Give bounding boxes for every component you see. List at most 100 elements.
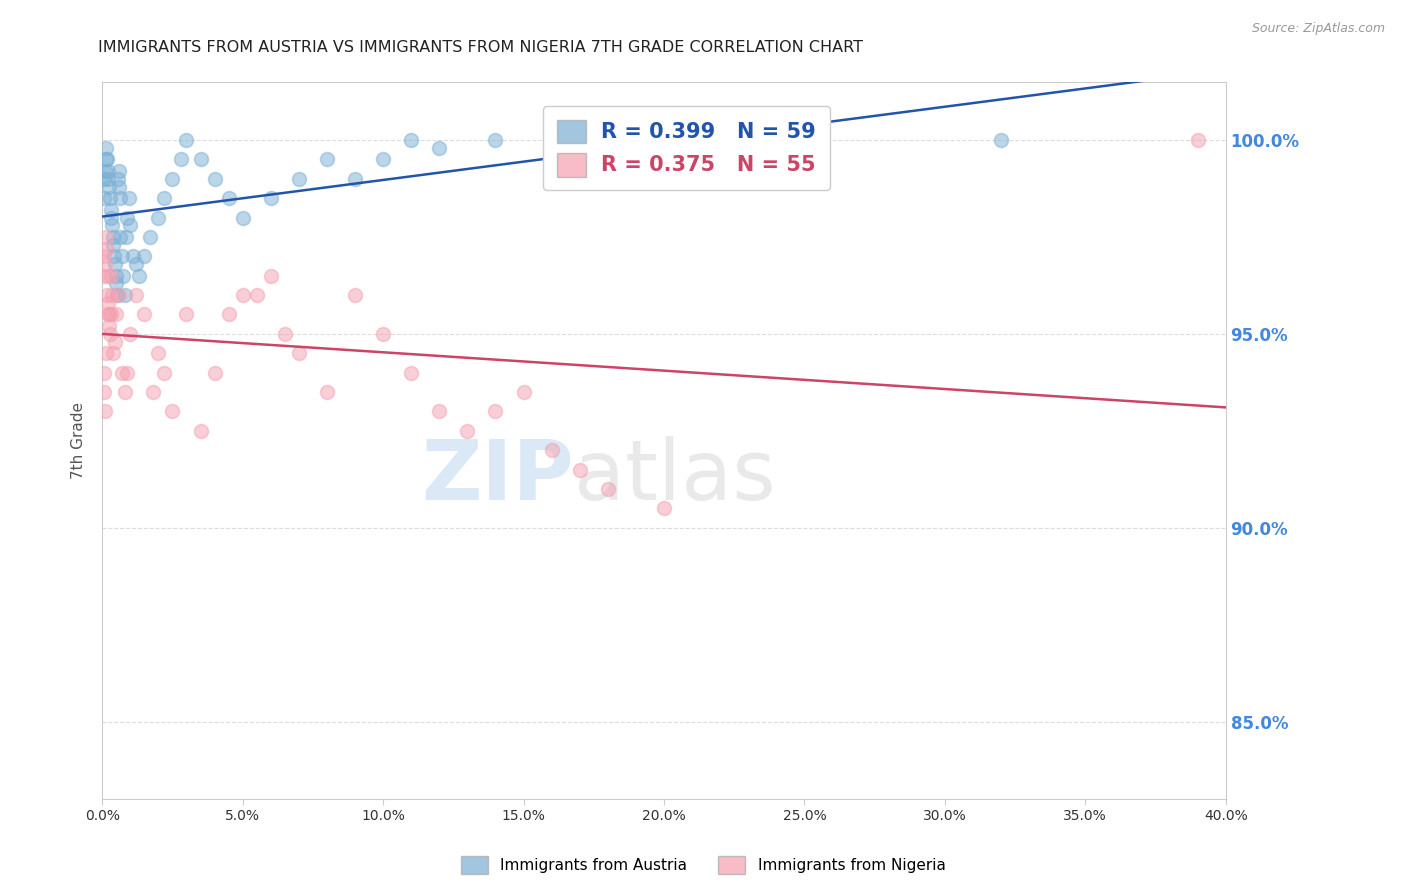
- Point: [94, 164, 117, 178]
- Point: [100, 308, 122, 322]
- Point: [98, 326, 121, 341]
- Point: [343, 171, 366, 186]
- Point: [94, 257, 117, 271]
- Point: [96, 346, 118, 360]
- Point: [484, 404, 506, 418]
- Point: [134, 308, 156, 322]
- Point: [371, 326, 394, 341]
- Point: [94, 242, 117, 256]
- Text: ZIP: ZIP: [422, 436, 574, 516]
- Point: [98, 308, 121, 322]
- Point: [274, 326, 297, 341]
- Point: [115, 230, 138, 244]
- Point: [110, 230, 132, 244]
- Point: [120, 326, 142, 341]
- Point: [596, 133, 619, 147]
- Point: [399, 366, 422, 380]
- Point: [100, 202, 122, 217]
- Point: [98, 319, 121, 334]
- Point: [540, 153, 562, 167]
- Point: [288, 171, 311, 186]
- Text: IMMIGRANTS FROM AUSTRIA VS IMMIGRANTS FROM NIGERIA 7TH GRADE CORRELATION CHART: IMMIGRANTS FROM AUSTRIA VS IMMIGRANTS FR…: [98, 40, 863, 55]
- Point: [96, 141, 118, 155]
- Point: [104, 268, 127, 283]
- Text: Source: ZipAtlas.com: Source: ZipAtlas.com: [1251, 22, 1385, 36]
- Point: [104, 257, 127, 271]
- Point: [990, 133, 1012, 147]
- Point: [97, 268, 120, 283]
- Point: [120, 219, 142, 233]
- Point: [93, 366, 115, 380]
- Point: [162, 404, 184, 418]
- Point: [512, 384, 534, 399]
- Point: [96, 153, 118, 167]
- Point: [153, 366, 176, 380]
- Point: [98, 191, 121, 205]
- Point: [98, 179, 121, 194]
- Point: [117, 211, 139, 225]
- Point: [456, 424, 478, 438]
- Point: [111, 366, 134, 380]
- Point: [125, 288, 148, 302]
- Point: [652, 133, 675, 147]
- Point: [93, 191, 115, 205]
- Legend: R = 0.399   N = 59, R = 0.375   N = 55: R = 0.399 N = 59, R = 0.375 N = 55: [543, 106, 830, 190]
- Point: [101, 219, 124, 233]
- Point: [246, 288, 269, 302]
- Point: [112, 268, 135, 283]
- Text: atlas: atlas: [574, 436, 776, 516]
- Point: [93, 249, 115, 263]
- Point: [176, 308, 198, 322]
- Point: [343, 288, 366, 302]
- Point: [97, 171, 120, 186]
- Point: [316, 384, 339, 399]
- Point: [118, 191, 141, 205]
- Point: [190, 424, 212, 438]
- Point: [371, 153, 394, 167]
- Point: [105, 288, 128, 302]
- Point: [162, 171, 184, 186]
- Point: [94, 153, 117, 167]
- Point: [125, 257, 148, 271]
- Point: [484, 133, 506, 147]
- Point: [1187, 133, 1209, 147]
- Point: [176, 133, 198, 147]
- Point: [316, 153, 339, 167]
- Point: [232, 211, 254, 225]
- Point: [122, 249, 145, 263]
- Point: [288, 346, 311, 360]
- Point: [101, 230, 124, 244]
- Point: [114, 384, 136, 399]
- Point: [104, 334, 127, 349]
- Point: [108, 191, 131, 205]
- Point: [93, 384, 115, 399]
- Point: [100, 268, 122, 283]
- Legend: Immigrants from Austria, Immigrants from Nigeria: Immigrants from Austria, Immigrants from…: [454, 850, 952, 880]
- Point: [218, 191, 240, 205]
- Point: [117, 366, 139, 380]
- Point: [93, 268, 115, 283]
- Point: [204, 366, 226, 380]
- Point: [114, 288, 136, 302]
- Point: [260, 268, 283, 283]
- Point: [108, 288, 131, 302]
- Point: [94, 404, 117, 418]
- Point: [100, 211, 122, 225]
- Point: [97, 308, 120, 322]
- Point: [568, 462, 591, 476]
- Point: [596, 482, 619, 496]
- Point: [232, 288, 254, 302]
- Point: [103, 237, 125, 252]
- Point: [142, 384, 165, 399]
- Point: [148, 211, 170, 225]
- Point: [204, 171, 226, 186]
- Point: [170, 153, 193, 167]
- Point: [97, 296, 120, 310]
- Point: [96, 288, 118, 302]
- Point: [101, 288, 124, 302]
- Point: [107, 171, 129, 186]
- Point: [190, 153, 212, 167]
- Point: [103, 346, 125, 360]
- Point: [652, 501, 675, 516]
- Point: [105, 277, 128, 291]
